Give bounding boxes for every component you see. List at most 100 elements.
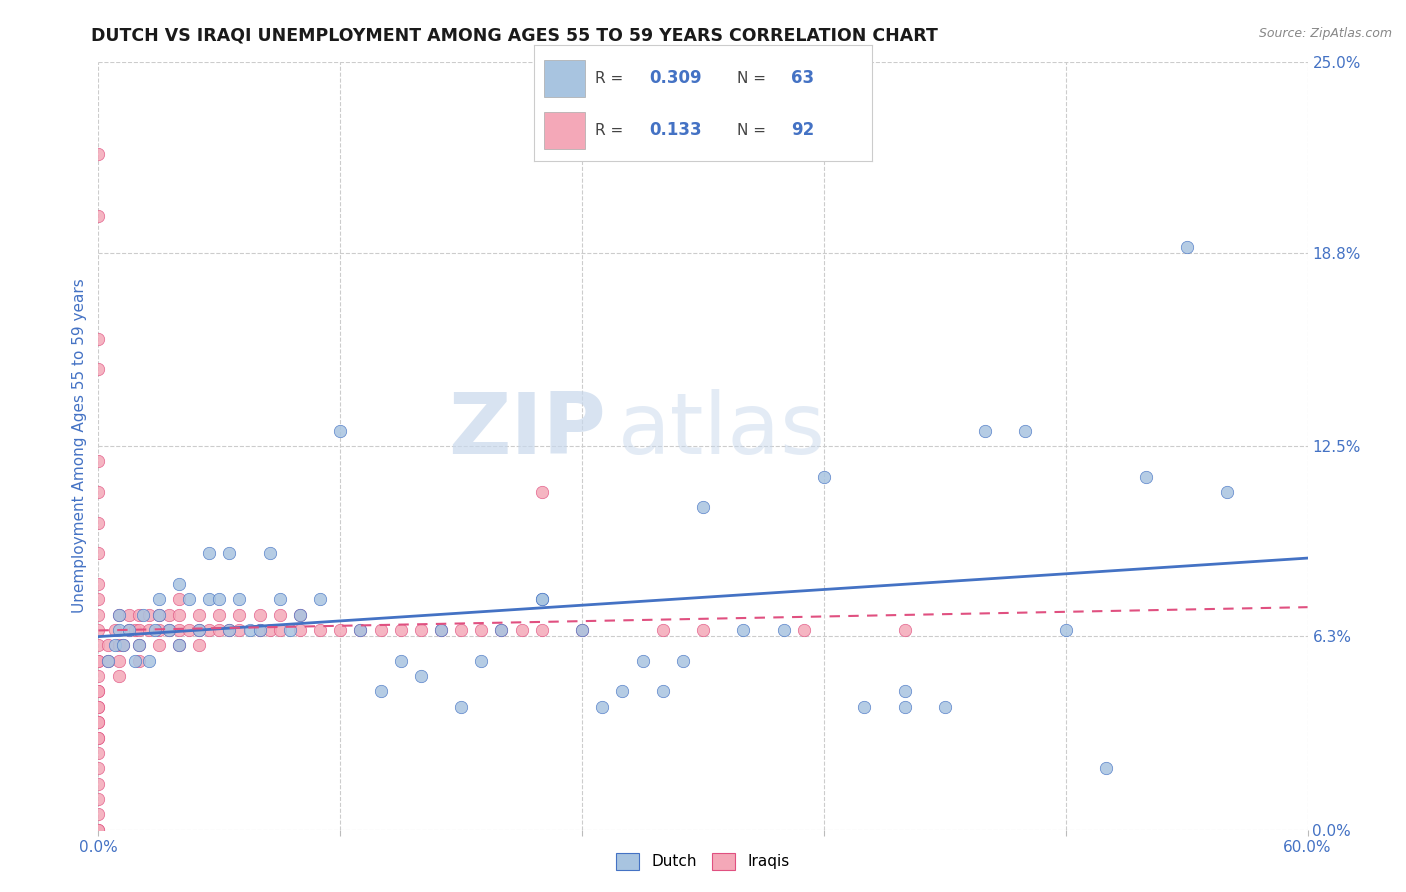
Point (87, 792, 110, 806)
Point (510, 623, 533, 637)
Point (491, 623, 513, 637)
Point (107, 669, 129, 683)
Point (87, 332, 110, 346)
Point (349, 623, 371, 637)
Point (87, 454, 110, 468)
Point (228, 607, 250, 622)
Point (370, 684, 392, 698)
Point (571, 623, 593, 637)
Point (87, 761, 110, 775)
Text: 0.133: 0.133 (650, 121, 702, 139)
Point (269, 607, 291, 622)
Point (87, 485, 110, 500)
Point (309, 623, 332, 637)
Point (188, 607, 211, 622)
Point (793, 623, 815, 637)
Point (893, 623, 915, 637)
Point (259, 546, 281, 560)
Point (87, 776, 110, 790)
Point (167, 577, 190, 591)
Y-axis label: Unemployment Among Ages 55 to 59 years: Unemployment Among Ages 55 to 59 years (72, 278, 87, 614)
Point (772, 623, 794, 637)
Text: 63: 63 (790, 70, 814, 87)
Legend: Dutch, Iraqis: Dutch, Iraqis (610, 847, 796, 876)
Point (87, 807, 110, 822)
Text: R =: R = (595, 70, 628, 86)
Point (87, 607, 110, 622)
Point (128, 623, 150, 637)
Point (107, 623, 129, 637)
Point (179, 592, 201, 607)
Point (103, 623, 125, 637)
Point (974, 424, 997, 438)
Point (430, 623, 453, 637)
Text: ZIP: ZIP (449, 389, 606, 472)
Point (288, 623, 311, 637)
Point (450, 699, 472, 714)
Point (167, 592, 190, 607)
Point (128, 654, 150, 668)
Point (228, 592, 250, 607)
Point (651, 623, 673, 637)
Point (1054, 623, 1077, 637)
Point (148, 623, 170, 637)
Point (87, 715, 110, 730)
Point (97, 654, 120, 668)
Point (167, 623, 190, 637)
Point (87, 822, 110, 837)
Point (97, 654, 120, 668)
Point (530, 623, 553, 637)
Point (853, 699, 876, 714)
Point (239, 623, 262, 637)
Point (530, 592, 553, 607)
Point (107, 607, 129, 622)
Point (167, 639, 190, 653)
Point (208, 607, 231, 622)
Point (188, 623, 211, 637)
Point (143, 623, 166, 637)
Point (157, 623, 180, 637)
Point (87, 699, 110, 714)
Text: 92: 92 (790, 121, 814, 139)
Point (87, 731, 110, 745)
Point (87, 731, 110, 745)
Point (111, 639, 134, 653)
Point (87, 822, 110, 837)
Point (530, 485, 553, 500)
Point (309, 592, 332, 607)
Point (124, 623, 146, 637)
Point (87, 699, 110, 714)
Point (87, 577, 110, 591)
Point (87, 592, 110, 607)
Point (1175, 239, 1198, 253)
Point (167, 607, 190, 622)
Point (138, 623, 160, 637)
Point (208, 592, 231, 607)
Point (249, 623, 271, 637)
Point (450, 623, 472, 637)
Point (198, 546, 221, 560)
Point (132, 607, 155, 622)
Point (470, 654, 492, 668)
Point (893, 699, 915, 714)
Point (148, 639, 170, 653)
Point (218, 623, 240, 637)
Point (288, 607, 311, 622)
Point (87, 669, 110, 683)
Point (1095, 761, 1118, 775)
Point (491, 623, 513, 637)
Point (118, 623, 141, 637)
Text: Source: ZipAtlas.com: Source: ZipAtlas.com (1258, 27, 1392, 40)
Point (87, 362, 110, 376)
Bar (544, 60, 585, 97)
Point (631, 654, 654, 668)
Point (128, 639, 150, 653)
Point (269, 592, 291, 607)
Point (87, 147, 110, 161)
Point (1135, 469, 1157, 483)
Point (188, 639, 211, 653)
Point (349, 623, 371, 637)
Point (107, 654, 129, 668)
Point (409, 623, 432, 637)
Point (97, 639, 120, 653)
